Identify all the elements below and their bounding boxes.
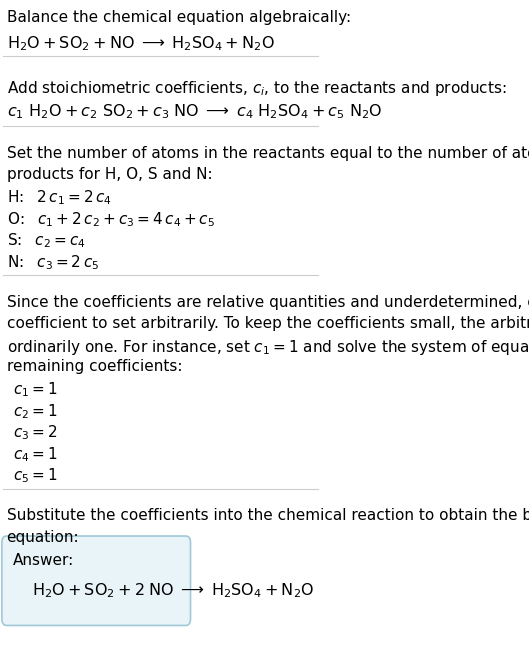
- Text: O: $\;\;c_1 + 2\,c_2 + c_3 = 4\,c_4 + c_5$: O: $\;\;c_1 + 2\,c_2 + c_3 = 4\,c_4 + c_…: [6, 210, 215, 228]
- Text: Balance the chemical equation algebraically:: Balance the chemical equation algebraica…: [6, 10, 351, 25]
- Text: Substitute the coefficients into the chemical reaction to obtain the balanced: Substitute the coefficients into the che…: [6, 509, 529, 523]
- Text: $c_1\ \mathrm{H_2O} + c_2\ \mathrm{SO_2} + c_3\ \mathrm{NO} \;\longrightarrow\; : $c_1\ \mathrm{H_2O} + c_2\ \mathrm{SO_2}…: [6, 103, 382, 122]
- Text: $c_1 = 1$: $c_1 = 1$: [13, 380, 58, 399]
- Text: $c_5 = 1$: $c_5 = 1$: [13, 466, 58, 485]
- Text: Answer:: Answer:: [13, 553, 74, 567]
- Text: remaining coefficients:: remaining coefficients:: [6, 359, 182, 374]
- Text: ordinarily one. For instance, set $c_1 = 1$ and solve the system of equations fo: ordinarily one. For instance, set $c_1 =…: [6, 338, 529, 356]
- Text: $c_4 = 1$: $c_4 = 1$: [13, 445, 58, 464]
- Text: $c_3 = 2$: $c_3 = 2$: [13, 424, 57, 443]
- Text: S: $\;\;c_2 = c_4$: S: $\;\;c_2 = c_4$: [6, 232, 85, 250]
- Text: equation:: equation:: [6, 530, 79, 545]
- Text: products for H, O, S and N:: products for H, O, S and N:: [6, 167, 212, 182]
- Text: H: $\;\;2\,c_1 = 2\,c_4$: H: $\;\;2\,c_1 = 2\,c_4$: [6, 188, 112, 207]
- Text: coefficient to set arbitrarily. To keep the coefficients small, the arbitrary va: coefficient to set arbitrarily. To keep …: [6, 316, 529, 331]
- Text: $c_2 = 1$: $c_2 = 1$: [13, 402, 58, 421]
- Text: $\mathrm{H_2O + SO_2 + NO} \;\longrightarrow\; \mathrm{H_2SO_4 + N_2O}$: $\mathrm{H_2O + SO_2 + NO} \;\longrighta…: [6, 34, 275, 52]
- FancyBboxPatch shape: [2, 536, 190, 626]
- Text: Set the number of atoms in the reactants equal to the number of atoms in the: Set the number of atoms in the reactants…: [6, 146, 529, 160]
- Text: $\mathrm{H_2O + SO_2 + 2\;NO} \;\longrightarrow\; \mathrm{H_2SO_4 + N_2O}$: $\mathrm{H_2O + SO_2 + 2\;NO} \;\longrig…: [32, 582, 314, 600]
- Text: Since the coefficients are relative quantities and underdetermined, choose a: Since the coefficients are relative quan…: [6, 295, 529, 310]
- Text: Add stoichiometric coefficients, $c_i$, to the reactants and products:: Add stoichiometric coefficients, $c_i$, …: [6, 79, 506, 98]
- Text: N: $\;\;c_3 = 2\,c_5$: N: $\;\;c_3 = 2\,c_5$: [6, 253, 99, 272]
